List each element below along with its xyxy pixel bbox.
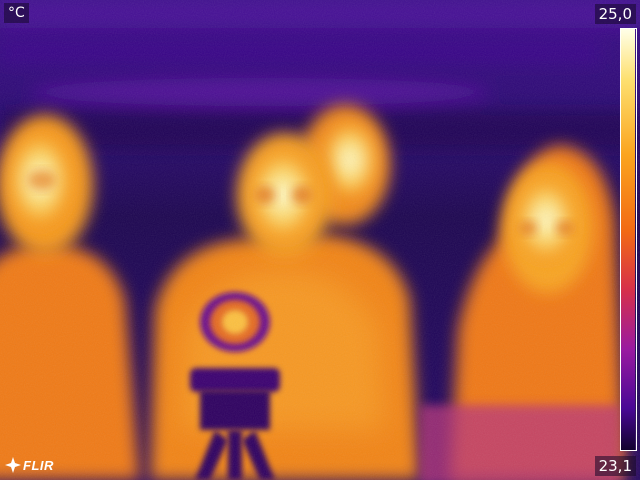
flir-logo: FLIR: [5, 457, 54, 473]
temperature-unit-label: °C: [4, 3, 29, 23]
temperature-scale-bar: [620, 29, 635, 450]
scale-min-value: 23,1: [594, 456, 636, 476]
flir-logo-icon: [5, 457, 21, 473]
flir-logo-text: FLIR: [23, 457, 54, 473]
scale-max-value: 25,0: [594, 4, 636, 24]
temperature-scale-frame: [620, 28, 637, 451]
